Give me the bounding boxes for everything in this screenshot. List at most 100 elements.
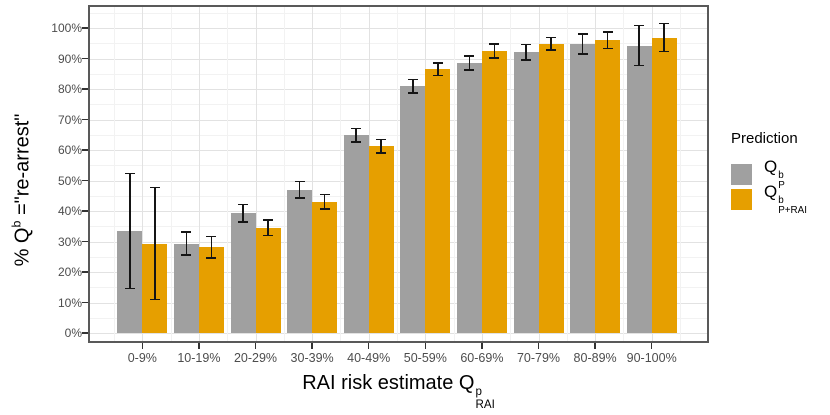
x-tick-label: 50-59% [403, 351, 447, 365]
x-tick-label: 30-39% [290, 351, 334, 365]
x-title-q-scripts: p RAI [475, 386, 495, 411]
error-bar-cap-top [464, 55, 475, 57]
minor-gridline-x [680, 5, 681, 343]
bar-qprai-30-39% [312, 201, 338, 333]
error-bar-cap-top [376, 138, 387, 141]
major-gridline-y [88, 119, 709, 121]
x-tick-mark [198, 343, 200, 349]
x-title-subscript: RAI [475, 397, 495, 411]
x-tick-mark [367, 343, 370, 349]
bar-qprai-50-59% [425, 68, 451, 333]
bar-qprai-80-89% [595, 40, 621, 333]
error-bar-cap-top [181, 231, 192, 233]
minor-gridline-x [227, 5, 229, 343]
major-gridline-y [88, 302, 709, 304]
error-bar [185, 231, 188, 256]
error-bar [581, 33, 584, 55]
minor-gridline-y [88, 195, 709, 197]
minor-gridline-x [566, 5, 568, 343]
legend-qprai-subscript: P+RAI [778, 205, 807, 217]
error-bar-cap-bottom [546, 49, 556, 51]
major-gridline-y [88, 89, 709, 90]
minor-gridline-y [88, 104, 709, 106]
error-bar [298, 180, 301, 199]
bar-qp-40-49% [343, 134, 369, 333]
legend-title: Prediction [731, 130, 798, 147]
error-bar-cap-bottom [206, 257, 217, 259]
x-tick-label: 0-9% [127, 351, 157, 365]
error-bar-cap-top [319, 193, 330, 196]
bar-qp-50-59% [400, 85, 426, 333]
minor-gridline-y [88, 287, 709, 289]
x-tick-label: 40-49% [347, 351, 391, 365]
error-bar-cap-bottom [659, 50, 670, 53]
minor-gridline-y [88, 12, 709, 14]
y-tick-label: 0% [64, 326, 82, 340]
error-bar-cap-bottom [181, 254, 192, 256]
minor-gridline-x [453, 5, 455, 343]
bar-qp-20-29% [230, 213, 256, 333]
major-gridline-y [88, 333, 709, 334]
bar-qp-90-100% [626, 45, 652, 333]
error-bar [267, 219, 269, 237]
bar-qp-30-39% [287, 189, 313, 333]
y-tick-label: 90% [57, 51, 82, 66]
error-bar-cap-bottom [149, 298, 160, 301]
y-tick-mark [82, 301, 88, 304]
error-bar-cap-top [659, 22, 670, 25]
minor-gridline-y [88, 165, 709, 167]
error-bar [129, 172, 131, 290]
error-bar-cap-top [602, 31, 613, 33]
y-tick-mark [82, 240, 88, 243]
error-bar-cap-bottom [634, 64, 645, 67]
y-tick-mark [82, 88, 88, 90]
minor-gridline-y [88, 226, 709, 228]
minor-gridline-x [283, 5, 285, 343]
error-bar-cap-bottom [351, 141, 362, 143]
x-tick-mark [311, 343, 313, 349]
y-tick-label: 20% [57, 265, 82, 279]
error-bar [525, 43, 527, 61]
error-bar-cap-top [149, 186, 160, 189]
y-tick-label: 50% [57, 173, 82, 188]
y-tick-mark [82, 332, 88, 334]
error-bar [638, 24, 640, 67]
legend-qp-subscript: P [778, 180, 785, 192]
error-bar-cap-top [124, 172, 135, 175]
x-tick-label: 80-89% [573, 351, 617, 365]
error-bar-cap-top [432, 62, 443, 64]
minor-gridline-x [170, 5, 172, 343]
minor-gridline-y [88, 73, 709, 75]
error-bar-cap-bottom [294, 197, 305, 199]
major-gridline-y [88, 272, 709, 273]
error-bar-cap-top [206, 235, 217, 238]
bar-qprai-40-49% [368, 146, 394, 333]
error-bar-cap-bottom [602, 47, 613, 50]
error-bar-cap-top [351, 127, 362, 130]
x-tick-label: 10-19% [177, 351, 221, 365]
error-bar-cap-bottom [464, 69, 475, 71]
x-title-text: RAI risk estimate [302, 372, 459, 394]
y-tick-label: 70% [57, 112, 82, 127]
minor-gridline-x [510, 5, 512, 343]
error-bar [323, 193, 326, 210]
x-tick-mark [537, 343, 540, 349]
bar-qprai-60-69% [481, 50, 507, 333]
error-bar-cap-bottom [319, 208, 330, 210]
error-bar [468, 55, 471, 71]
minor-gridline-y [88, 256, 709, 258]
minor-gridline-y [88, 134, 709, 136]
minor-gridline-x [114, 5, 115, 343]
major-gridline-x [142, 5, 144, 343]
error-bar [493, 43, 496, 59]
major-gridline-x [312, 5, 314, 343]
error-bar [242, 203, 244, 223]
